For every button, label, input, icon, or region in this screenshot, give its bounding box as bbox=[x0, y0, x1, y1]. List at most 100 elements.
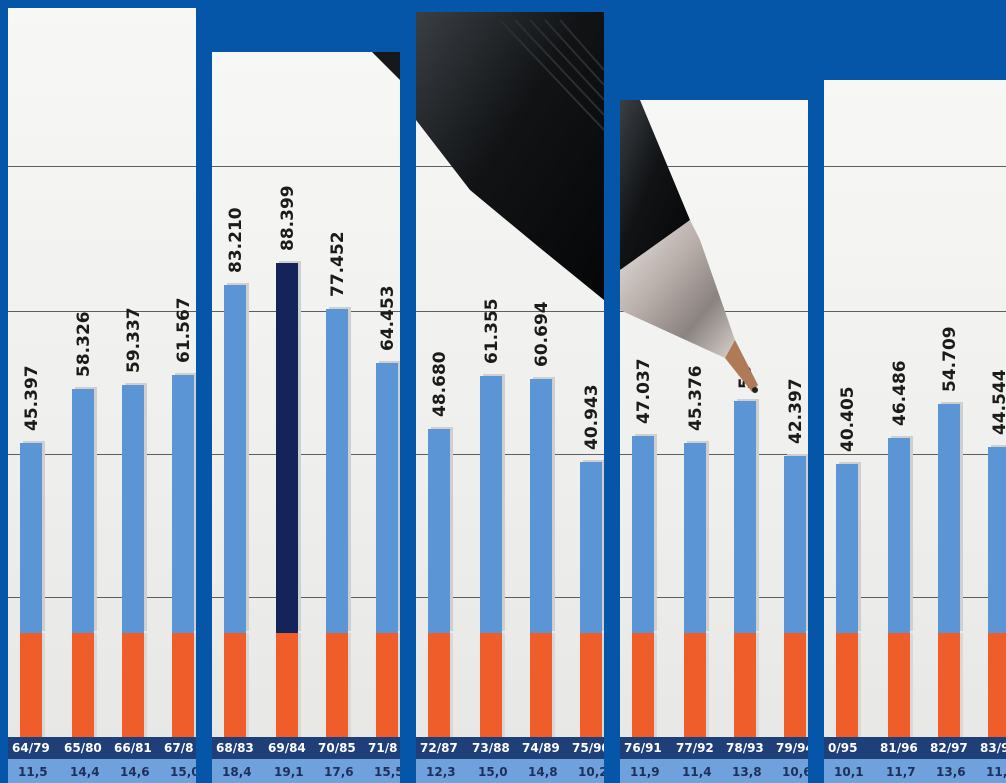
bar-lower-segment bbox=[276, 633, 298, 737]
bar-lower-segment bbox=[480, 633, 502, 737]
rate-label: 10,6 bbox=[782, 765, 808, 779]
rate-label: 12,3 bbox=[426, 765, 456, 779]
period-label-strip: 64/79 65/80 66/81 67/8 bbox=[8, 737, 196, 759]
bar-value-label: 61.567 bbox=[174, 297, 194, 364]
gridline bbox=[8, 166, 196, 167]
period-label: 67/8 bbox=[164, 741, 194, 755]
gridline bbox=[8, 454, 196, 455]
gridline bbox=[416, 597, 604, 598]
rate-label: 10,2 bbox=[578, 765, 604, 779]
bar-lower-segment bbox=[938, 633, 960, 737]
period-label: 74/89 bbox=[522, 741, 560, 755]
rate-label: 17,6 bbox=[324, 765, 354, 779]
rate-label-strip: 11,9 11,4 13,8 10,6 bbox=[620, 759, 808, 783]
bar-lower-segment bbox=[580, 633, 602, 737]
bar-upper-segment bbox=[326, 308, 348, 633]
bar-value-label: 54.709 bbox=[940, 326, 960, 392]
bar-value-label: 42.397 bbox=[786, 377, 806, 444]
rate-label: 15,0 bbox=[478, 765, 508, 779]
period-label: 70/85 bbox=[318, 741, 356, 755]
bar-value-label: 45.376 bbox=[686, 365, 706, 432]
bar-value-label: 77.452 bbox=[328, 231, 348, 297]
bar-lower-segment bbox=[836, 633, 858, 737]
rate-label: 15,5 bbox=[374, 765, 400, 779]
bar-upper-segment bbox=[988, 446, 1006, 633]
period-label: 65/80 bbox=[64, 741, 102, 755]
rate-label: 11,4 bbox=[682, 765, 712, 779]
period-label: 81/96 bbox=[880, 741, 918, 755]
bar-upper-segment bbox=[734, 401, 756, 633]
period-label-strip: 0/95 81/96 82/97 83/98 bbox=[824, 737, 1006, 759]
bar-upper-segment bbox=[580, 461, 602, 633]
gridline bbox=[212, 597, 400, 598]
gridline bbox=[824, 166, 1006, 167]
bar-lower-segment bbox=[734, 633, 756, 737]
gridline bbox=[8, 597, 196, 598]
period-label: 72/87 bbox=[420, 741, 458, 755]
bar-value-label: 58.326 bbox=[74, 311, 94, 377]
rate-label: 14,6 bbox=[120, 765, 150, 779]
rate-label: 11,9 bbox=[630, 765, 660, 779]
bar-lower-segment bbox=[684, 633, 706, 737]
bar-upper-segment bbox=[172, 375, 194, 633]
period-label: 82/97 bbox=[930, 741, 968, 755]
rate-label: 11,5 bbox=[18, 765, 48, 779]
period-label: 66/81 bbox=[114, 741, 152, 755]
gridline bbox=[620, 166, 808, 167]
bar-value-label: 59.337 bbox=[124, 307, 144, 373]
period-label: 68/83 bbox=[216, 741, 254, 755]
gridline bbox=[620, 454, 808, 455]
rate-label-strip: 18,4 19,1 17,6 15,5 bbox=[212, 759, 400, 783]
bar-value-label: 40.405 bbox=[838, 386, 858, 452]
bar-upper-segment bbox=[72, 388, 94, 633]
period-label: 83/98 bbox=[980, 741, 1006, 755]
rate-label: 11,7 bbox=[886, 765, 916, 779]
gridline bbox=[8, 311, 196, 312]
bar-upper-segment bbox=[530, 378, 552, 633]
bar-upper-segment bbox=[276, 263, 298, 633]
bar-upper-segment bbox=[938, 404, 960, 633]
period-label: 76/91 bbox=[624, 741, 662, 755]
bar-upper-segment bbox=[376, 363, 398, 633]
period-label: 69/84 bbox=[268, 741, 306, 755]
period-label: 78/93 bbox=[726, 741, 764, 755]
bar-lower-segment bbox=[428, 633, 450, 737]
bar-lower-segment bbox=[988, 633, 1006, 737]
bar-upper-segment bbox=[632, 436, 654, 633]
rate-label: 18,4 bbox=[222, 765, 252, 779]
bar-upper-segment bbox=[784, 455, 806, 633]
collage-panel-5: 40.405 46.486 54.709 44.544 0/95 81/96 82/97 83… bbox=[824, 80, 1006, 783]
bar-value-label: 60.694 bbox=[532, 301, 552, 367]
gridline bbox=[824, 597, 1006, 598]
bar-lower-segment bbox=[784, 633, 806, 737]
gridline bbox=[212, 311, 400, 312]
bar-value-label: 40.943 bbox=[582, 384, 602, 450]
bar-value-label: 88.399 bbox=[278, 185, 298, 251]
bar-lower-segment bbox=[530, 633, 552, 737]
gridline bbox=[416, 454, 604, 455]
bar-lower-segment bbox=[122, 633, 144, 737]
bar-lower-segment bbox=[632, 633, 654, 737]
rate-label: 10,1 bbox=[834, 765, 864, 779]
rate-label-strip: 10,1 11,7 13,6 11, bbox=[824, 759, 1006, 783]
gridline bbox=[824, 311, 1006, 312]
gridline bbox=[212, 454, 400, 455]
rate-label: 13,8 bbox=[732, 765, 762, 779]
period-label: 64/79 bbox=[12, 741, 50, 755]
period-label: 75/90 bbox=[572, 741, 604, 755]
rate-label: 13,6 bbox=[936, 765, 966, 779]
bar-lower-segment bbox=[888, 633, 910, 737]
bar-lower-segment bbox=[224, 633, 246, 737]
gridline bbox=[212, 166, 400, 167]
rate-label-strip: 11,5 14,4 14,6 15,0 bbox=[8, 759, 196, 783]
period-label: 0/95 bbox=[828, 741, 858, 755]
collage-panel-2: 83.210 88.399 77.452 64.453 68/83 69/84 70/85 7… bbox=[212, 52, 400, 783]
period-label-strip: 76/91 77/92 78/93 79/94 bbox=[620, 737, 808, 759]
period-label: 73/88 bbox=[472, 741, 510, 755]
period-label: 77/92 bbox=[676, 741, 714, 755]
bar-upper-segment bbox=[836, 463, 858, 633]
rate-label: 11, bbox=[986, 765, 1006, 779]
collage-panel-3: 48.680 61.355 60.694 40.943 72/87 73/88 74/89 7… bbox=[416, 12, 604, 783]
bar-value-label: 48.680 bbox=[430, 351, 450, 418]
